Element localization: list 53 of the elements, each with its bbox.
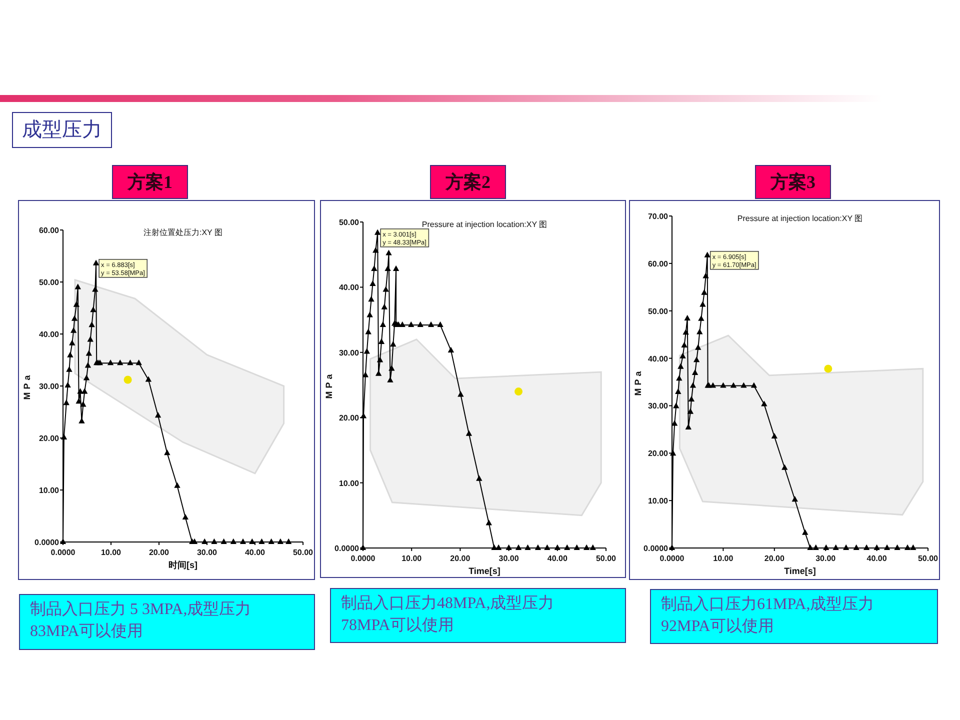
x-tick-label: 10.00 — [402, 554, 422, 563]
y-tick-label: 40.00 — [648, 354, 669, 364]
y-tick-label: 20.00 — [38, 434, 60, 443]
x-tick-label: 30.00 — [196, 548, 218, 557]
y-tick-label: 30.00 — [338, 348, 360, 358]
y-tick-label: 30.00 — [648, 402, 669, 411]
y-tick-label: 50.00 — [38, 278, 60, 287]
x-tick-label: 50.00 — [292, 548, 314, 557]
y-tick-label: 40.00 — [38, 330, 60, 339]
text: 制品入口压力48MPA,成型压力78MPA可以使用 — [330, 588, 626, 643]
x-axis-title: 时间[s] — [168, 560, 198, 570]
y-axis-title: MPa — [324, 371, 334, 399]
x-tick-label: 40.00 — [547, 554, 568, 563]
y-tick-label: 10.00 — [38, 486, 60, 495]
chart-title: 方案1 — [112, 165, 188, 199]
x-tick-label: 0.0000 — [50, 548, 76, 557]
y-tick-label: 20.00 — [648, 449, 669, 458]
y-axis-title: MPa — [633, 368, 643, 396]
x-tick-label: 20.00 — [764, 554, 785, 563]
y-tick-label: 30.00 — [38, 382, 60, 391]
text: 制品入口压力 5 3MPA,成型压力83MPA可以使用 — [19, 594, 315, 650]
x-tick-label: 40.00 — [244, 548, 266, 557]
x-tick-label: 20.00 — [450, 554, 471, 563]
y-tick-label: 50.00 — [338, 218, 360, 227]
chart-subtitle: 注射位置处压力:XY 图 — [144, 228, 222, 237]
text: 成型压力 — [12, 112, 112, 148]
x-tick-label: 10.00 — [100, 548, 122, 557]
chart-title: 方案3 — [755, 165, 831, 199]
x-tick-label: 30.00 — [498, 554, 520, 563]
x-tick-label: 0.0000 — [350, 554, 376, 563]
x-tick-label: 10.00 — [713, 554, 734, 563]
x-axis-title: Time[s] — [784, 566, 816, 576]
x-tick-label: 20.00 — [148, 548, 170, 557]
x-tick-label: 50.00 — [596, 554, 617, 563]
chart-subtitle: Pressure at injection location:XY 图 — [422, 220, 548, 229]
chart-title: 方案2 — [430, 165, 506, 199]
y-tick-label: 60.00 — [648, 259, 669, 268]
y-tick-label: 40.00 — [338, 283, 360, 292]
y-tick-label: 70.00 — [648, 212, 669, 221]
y-tick-label: 10.00 — [648, 496, 669, 506]
y-tick-label: 50.00 — [648, 306, 669, 316]
x-tick-label: 0.0000 — [660, 554, 685, 563]
y-axis-title: MPa — [22, 372, 32, 400]
y-tick-label: 0.0000 — [34, 538, 60, 547]
x-tick-label: 40.00 — [866, 554, 888, 563]
y-tick-label: 20.00 — [338, 414, 360, 423]
y-tick-label: 10.00 — [338, 478, 360, 488]
y-tick-label: 60.00 — [38, 226, 60, 235]
chart-subtitle: Pressure at injection location:XY 图 — [737, 214, 863, 223]
x-tick-label: 50.00 — [918, 554, 939, 563]
x-tick-label: 30.00 — [816, 554, 836, 563]
text: 制品入口压力61MPA,成型压力92MPA可以使用 — [650, 589, 938, 644]
x-axis-title: Time[s] — [468, 566, 500, 576]
